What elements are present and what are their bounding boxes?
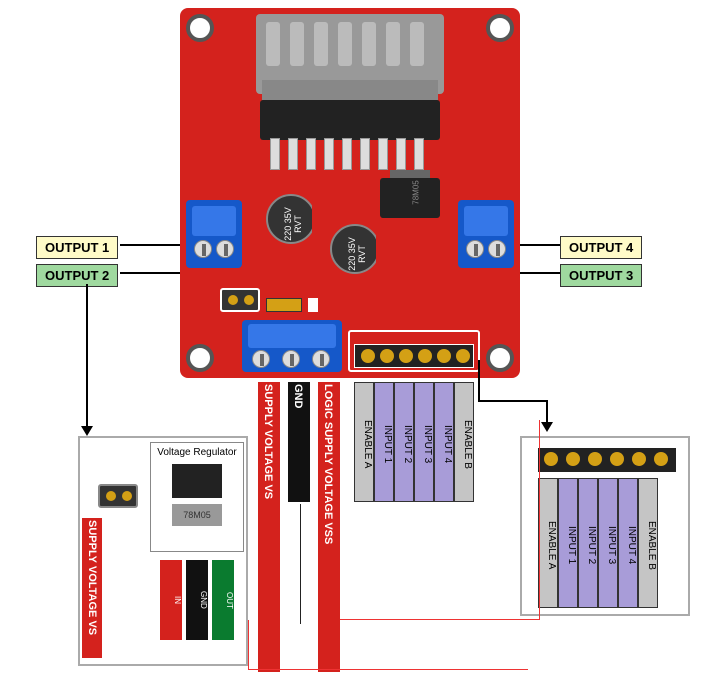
header-bar	[538, 448, 676, 472]
output-terminal-a	[186, 200, 242, 268]
vreg-label: 78M05	[412, 180, 421, 204]
pin-in4: INPUT 4	[434, 382, 454, 502]
mount-hole	[186, 344, 214, 372]
arrow	[86, 284, 88, 434]
ic-tab	[262, 80, 438, 100]
arrow-seg	[478, 400, 548, 402]
regulator-ic	[172, 464, 222, 498]
pin-in: IN	[160, 560, 182, 640]
pin-in2: INPUT 2	[394, 382, 414, 502]
leader-line	[520, 272, 560, 274]
pin-in4: INPUT 4	[618, 478, 638, 608]
regulator-box: Voltage Regulator 78M05	[150, 442, 244, 552]
header-outline	[348, 330, 480, 372]
voltage-regulator	[380, 178, 440, 218]
header-breakout: ENABLE A INPUT 1 INPUT 2 INPUT 3 INPUT 4…	[520, 436, 690, 616]
pin-enb: ENABLE B	[454, 382, 474, 502]
pin-in3: INPUT 3	[414, 382, 434, 502]
jumper	[220, 288, 260, 312]
output-terminal-b	[458, 200, 514, 268]
mount-hole	[486, 14, 514, 42]
arrow	[546, 400, 548, 430]
mount-hole	[486, 344, 514, 372]
label-output1: OUTPUT 1	[36, 236, 118, 259]
ic-pin	[270, 138, 280, 170]
regulator-title: Voltage Regulator	[155, 447, 239, 458]
power-terminal	[242, 320, 342, 372]
regulator-chip-label: 78M05	[172, 504, 222, 526]
pin-in1: INPUT 1	[558, 478, 578, 608]
pin-in1: INPUT 1	[374, 382, 394, 502]
label-output2: OUTPUT 2	[36, 264, 118, 287]
pin-ena: ENABLE A	[538, 478, 558, 608]
leader-line	[120, 244, 180, 246]
label-vss: LOGIC SUPPLY VOLTAGE VSS	[318, 382, 340, 672]
label-output3: OUTPUT 3	[560, 264, 642, 287]
smd	[266, 298, 302, 312]
pin-ena: ENABLE A	[354, 382, 374, 502]
pin-in3: INPUT 3	[598, 478, 618, 608]
capacitor: 220 35V RVT	[266, 194, 316, 244]
pin-out: OUT	[212, 560, 234, 640]
label-output4: OUTPUT 4	[560, 236, 642, 259]
l298n-board: 220 35V RVT 220 35V RVT 78M05	[180, 8, 520, 378]
leader-line	[120, 272, 180, 274]
regulator-breakout: Voltage Regulator 78M05 IN GND OUT SUPPL…	[78, 436, 248, 666]
pin-enb: ENABLE B	[638, 478, 658, 608]
pin-in2: INPUT 2	[578, 478, 598, 608]
capacitor: 220 35V RVT	[330, 224, 380, 274]
leader-line	[520, 244, 560, 246]
mount-hole	[186, 14, 214, 42]
pin-gnd: GND	[186, 560, 208, 640]
label-vs: SUPPLY VOLTAGE VS	[258, 382, 280, 672]
label-vs-left: SUPPLY VOLTAGE VS	[82, 518, 102, 658]
arrow-seg	[478, 360, 480, 400]
label-gnd: GND	[288, 382, 310, 502]
gnd-wire	[300, 504, 301, 624]
jumper-detail	[98, 484, 138, 508]
wire	[248, 620, 528, 670]
control-pins-strip: ENABLE A INPUT 1 INPUT 2 INPUT 3 INPUT 4…	[354, 382, 474, 502]
smd	[308, 298, 318, 312]
l298n-ic	[260, 100, 440, 140]
